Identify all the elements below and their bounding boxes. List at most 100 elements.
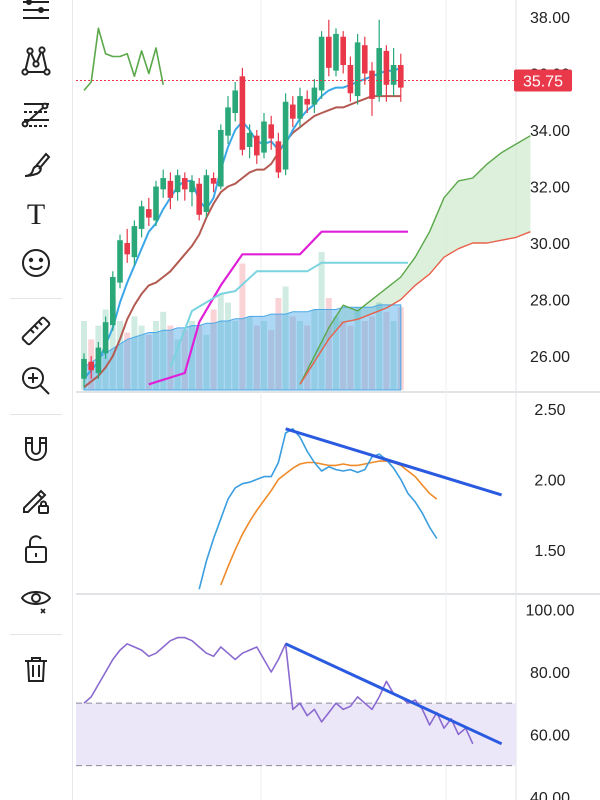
text-tool-glyph: T [27,198,45,230]
span-a-line [299,135,531,385]
candle-body [275,141,282,173]
volume-bar [124,332,131,390]
volume-bar [318,252,325,390]
candle-body [232,90,238,114]
ruler-icon[interactable] [14,312,58,350]
unlock-icon[interactable] [14,530,58,568]
volume-bar [282,286,289,390]
cyan-level-line [169,261,408,368]
candle-body [340,36,346,65]
candle-body [95,347,102,374]
volume-bar [289,316,296,390]
volume-bar [390,321,397,390]
oscillator-axis-label: 2.50 [534,402,565,419]
text-tool-icon[interactable]: T [14,194,58,232]
candle-body [182,178,188,190]
volume-bar [189,321,195,390]
price-axis-label: 28.00 [530,293,570,310]
volume-bar [145,334,152,390]
price-axis-label: 32.00 [530,180,570,197]
volume-bar [167,325,174,390]
candle-body [362,45,368,74]
volume-bar [297,321,303,390]
candle-body [354,42,361,97]
candle-body [146,209,152,218]
candle-body [203,175,210,212]
oscillator-fast-line [198,428,438,590]
price-axis-label: 38.00 [530,10,570,27]
zoom-in-icon[interactable] [14,362,58,400]
volume-bar [210,309,217,390]
candle-body [88,361,94,371]
volume-bar [217,293,224,390]
candle-body [347,65,354,94]
candle-body [174,175,181,193]
pattern-tool-icon[interactable] [14,42,58,80]
price-axis-label: 34.00 [530,123,570,140]
volume-bar [225,302,231,390]
candle-body [290,104,296,119]
magenta-level-line [148,230,408,386]
volume-bar [181,330,188,390]
lock-drawings-icon[interactable] [14,480,58,518]
volume-bar [340,321,347,390]
grid [76,0,600,800]
candle-body [153,186,159,221]
candle-body [138,206,145,229]
volume-bar [347,325,354,390]
emoji-icon[interactable] [14,244,58,282]
rsi-band [76,703,516,766]
candle-body [110,276,116,325]
volume-bar [376,302,383,390]
candle-body [225,107,231,136]
magnet-icon[interactable] [14,430,58,468]
volume-bar [253,325,260,390]
volume-bar [153,321,159,390]
candle-body [390,65,397,85]
volume-bar [109,298,116,390]
volume-average-area [83,304,402,391]
volume-bar [232,321,239,390]
volume-bar [239,263,246,390]
volume-bar [117,321,123,390]
oscillator-axis-label: 2.00 [534,472,565,489]
price-axis-label: 30.00 [530,236,570,253]
eye-icon[interactable] [14,580,58,618]
chart-area[interactable]: 38.0036.0034.0032.0030.0028.0026.002.502… [76,0,600,800]
candle-body [102,322,109,354]
oscillator-axis-label: 1.50 [534,543,565,560]
oscillator-trendline [285,427,503,497]
volume-bar [275,298,282,390]
volume-bar [383,311,390,390]
trash-icon[interactable] [14,650,58,688]
rsi-panel [76,636,516,767]
fib-tool-icon[interactable] [14,94,58,132]
volume-bar [369,316,375,390]
lagging-span-line [83,27,164,91]
candle-body [160,178,166,190]
volume-bar [203,334,210,390]
menu-lines-icon[interactable] [14,0,58,32]
oscillator-panel [198,427,503,590]
toolbar-divider [10,414,62,415]
drawing-toolbar: T [0,0,73,800]
volume-bar [311,309,318,390]
candle-body [398,65,404,88]
rsi-axis-label: 80.00 [530,665,570,682]
span-b-line [299,231,531,385]
candle-body [167,180,174,198]
rsi-axis-label: 60.00 [530,727,570,744]
candle-body [124,243,130,255]
candle-body [326,36,332,68]
brush-icon[interactable] [14,144,58,182]
volume-bar [160,311,167,390]
candle-body [117,240,123,283]
volume-bar [261,321,267,390]
candle-body [311,87,318,105]
charts-svg[interactable]: 38.0036.0034.0032.0030.0028.0026.002.502… [76,0,600,800]
volume-bar [361,321,368,390]
candle-body [297,96,303,119]
price-panel [76,19,531,391]
kijun-line [83,95,401,388]
volume-bar [333,316,339,390]
